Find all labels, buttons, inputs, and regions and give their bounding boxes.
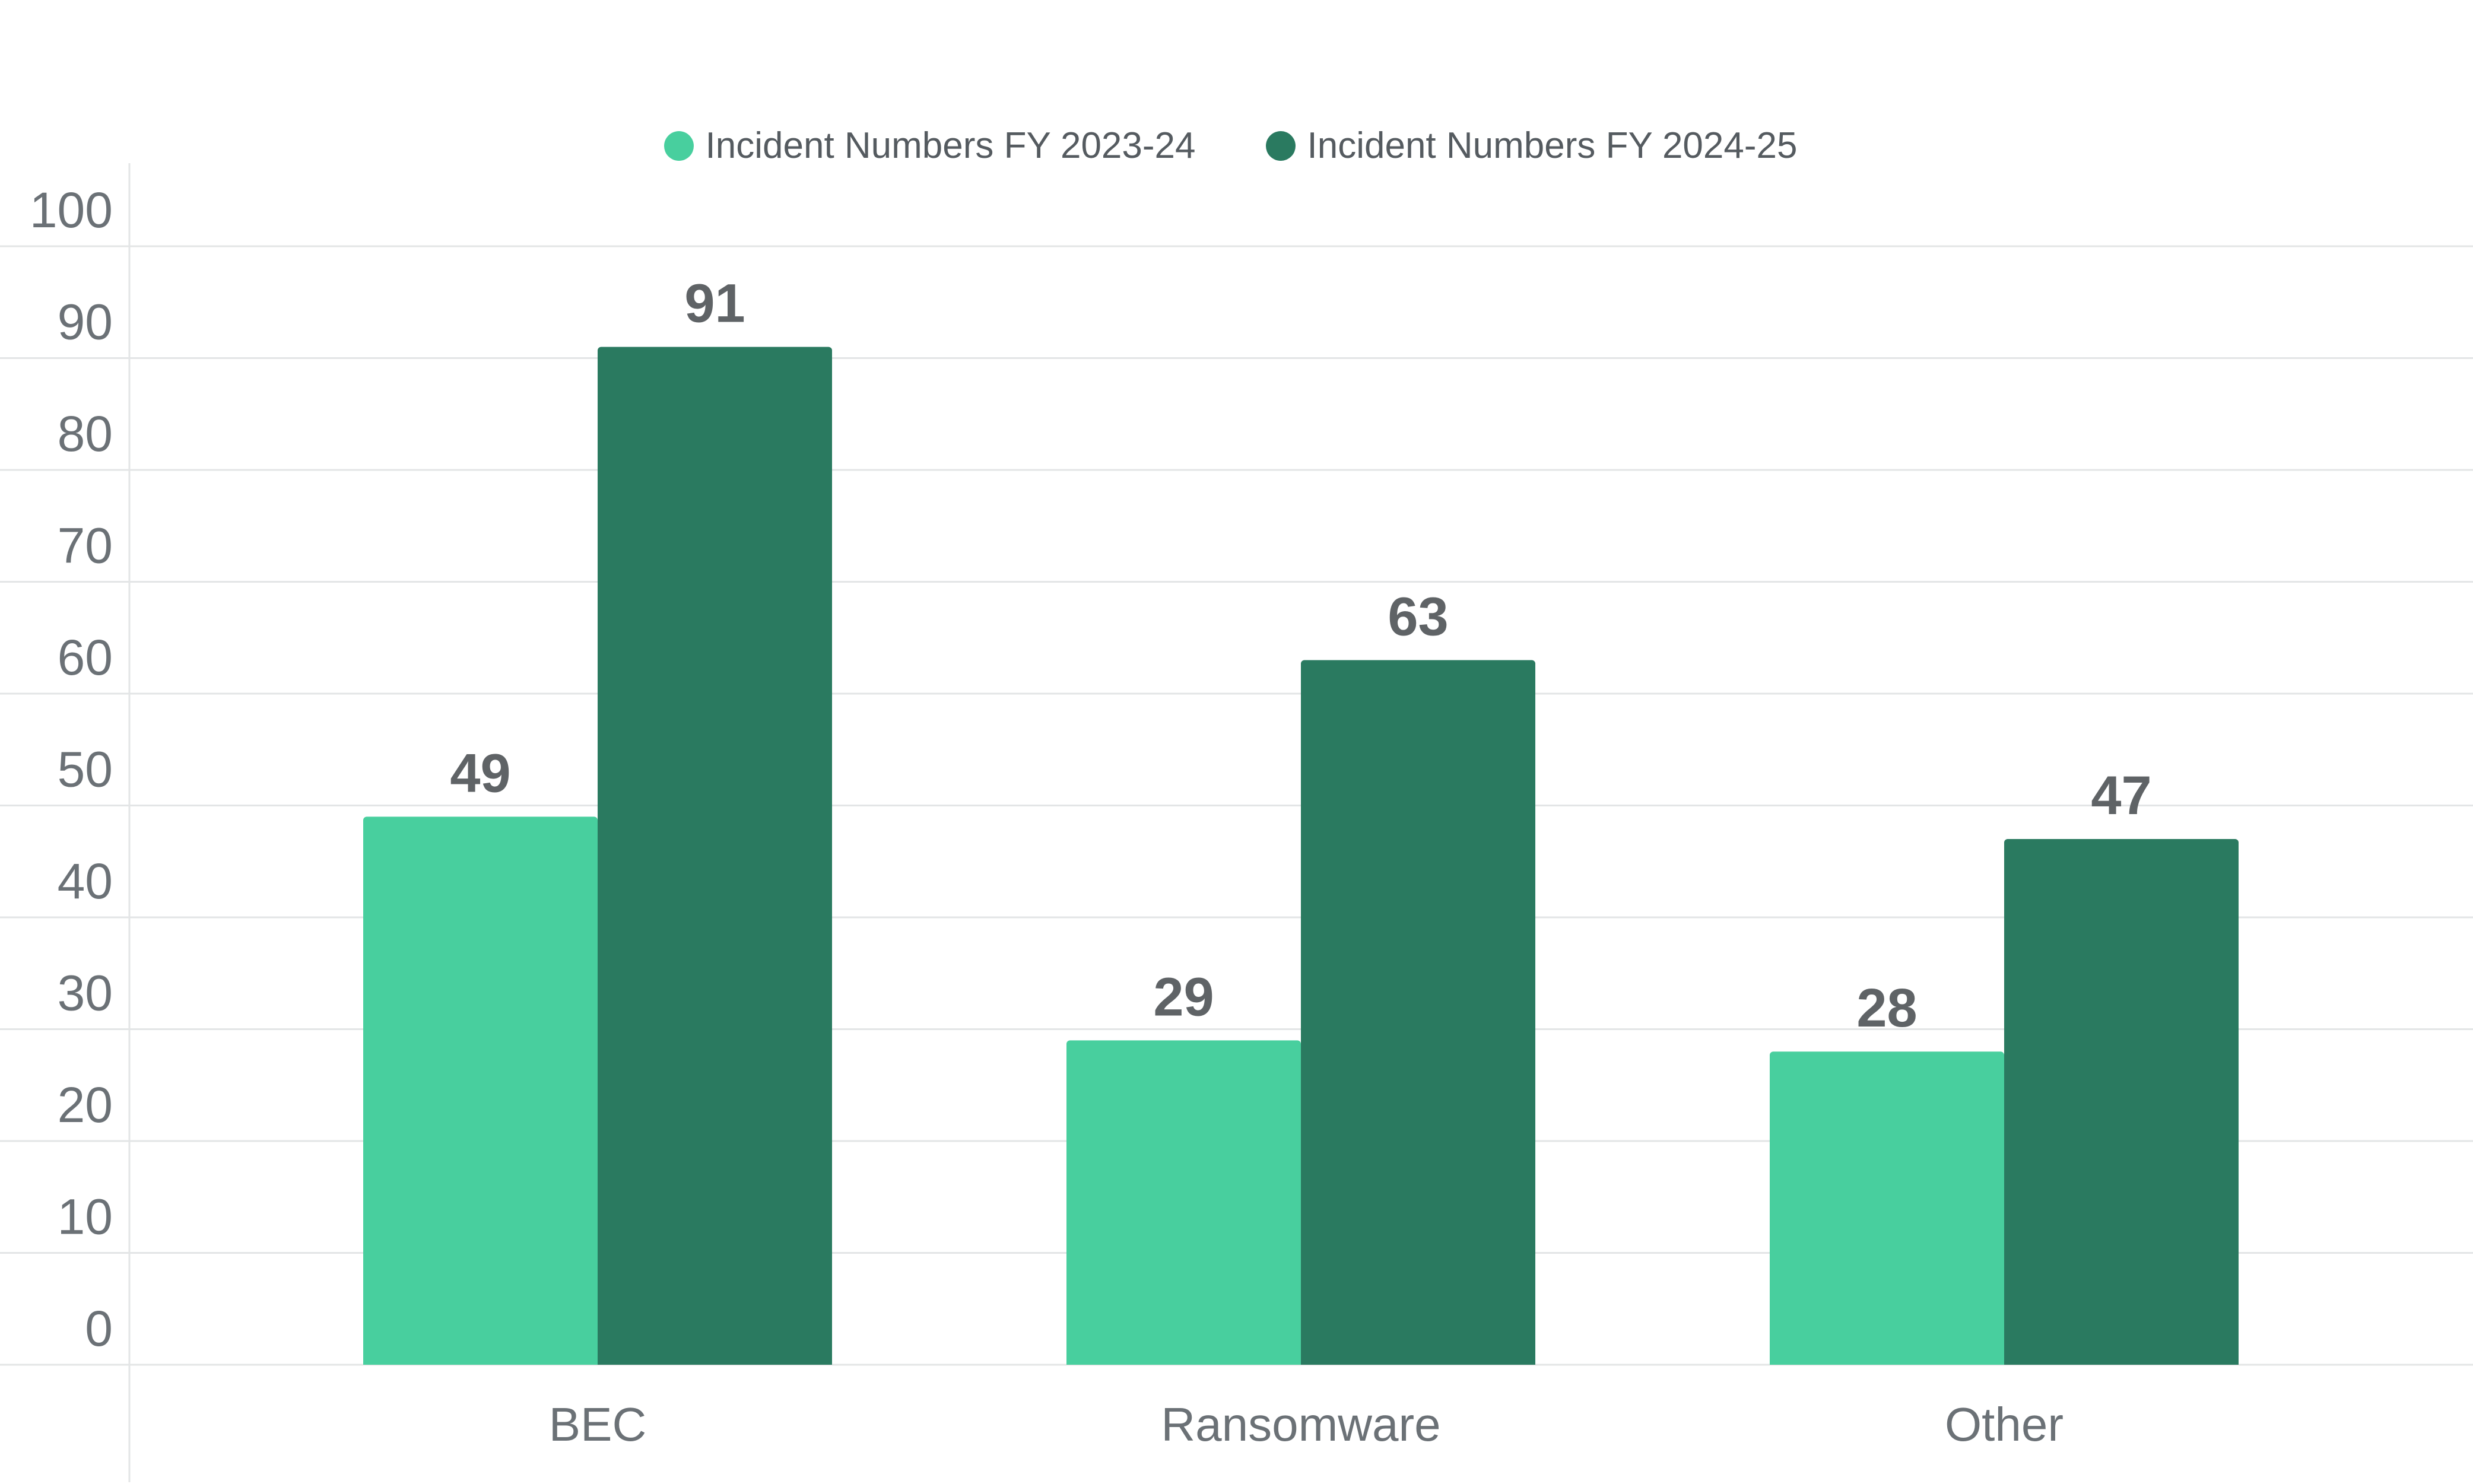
y-tick-label: 60 [58, 630, 113, 685]
bar[interactable] [1770, 1051, 2004, 1365]
bars [363, 347, 2239, 1365]
x-tick-label: BEC [549, 1398, 647, 1451]
legend-item-fy2023-24[interactable]: Incident Numbers FY 2023-24 [664, 125, 1196, 167]
bar-base [598, 1359, 832, 1365]
bar[interactable] [2004, 839, 2239, 1365]
bar[interactable] [598, 347, 832, 1365]
data-label: 47 [2091, 765, 2151, 826]
chart-legend: Incident Numbers FY 2023-24 Incident Num… [0, 125, 2473, 167]
y-tick-label: 100 [30, 182, 113, 238]
legend-swatch-fy2023-24 [664, 131, 694, 161]
bar-base [1301, 1359, 1535, 1365]
y-tick-label: 0 [85, 1301, 113, 1356]
bar-base [1066, 1359, 1301, 1365]
legend-label-fy2023-24: Incident Numbers FY 2023-24 [705, 125, 1196, 166]
data-label: 29 [1153, 967, 1214, 1027]
y-tick-label: 70 [58, 518, 113, 574]
y-tick-label: 90 [58, 294, 113, 350]
data-label: 28 [1856, 978, 1917, 1038]
legend-item-fy2024-25[interactable]: Incident Numbers FY 2024-25 [1265, 125, 1798, 167]
data-labels: 49 29 28 91 63 47 [450, 274, 2151, 1039]
bar-base [2004, 1359, 2239, 1365]
x-tick-label: Other [1945, 1398, 2064, 1451]
y-tick-label: 30 [58, 965, 113, 1021]
bar[interactable] [1301, 660, 1535, 1365]
y-tick-label: 40 [58, 853, 113, 909]
legend-swatch-fy2024-25 [1265, 131, 1296, 161]
y-tick-label: 80 [58, 406, 113, 462]
data-label: 91 [684, 274, 745, 334]
bar[interactable] [363, 816, 598, 1365]
legend-label-fy2024-25: Incident Numbers FY 2024-25 [1307, 125, 1798, 166]
x-tick-label: Ransomware [1161, 1398, 1440, 1451]
bar[interactable] [1066, 1040, 1301, 1365]
y-tick-label: 50 [58, 742, 113, 797]
bar-base [1770, 1359, 2004, 1365]
y-tick-label: 20 [58, 1077, 113, 1133]
axes: 0 10 20 30 40 50 60 70 80 90 100 BEC Ransomware Other [30, 163, 2064, 1482]
bar-base [363, 1359, 598, 1365]
data-label: 63 [1388, 586, 1448, 647]
data-label: 49 [450, 743, 510, 803]
y-tick-label: 10 [58, 1189, 113, 1245]
